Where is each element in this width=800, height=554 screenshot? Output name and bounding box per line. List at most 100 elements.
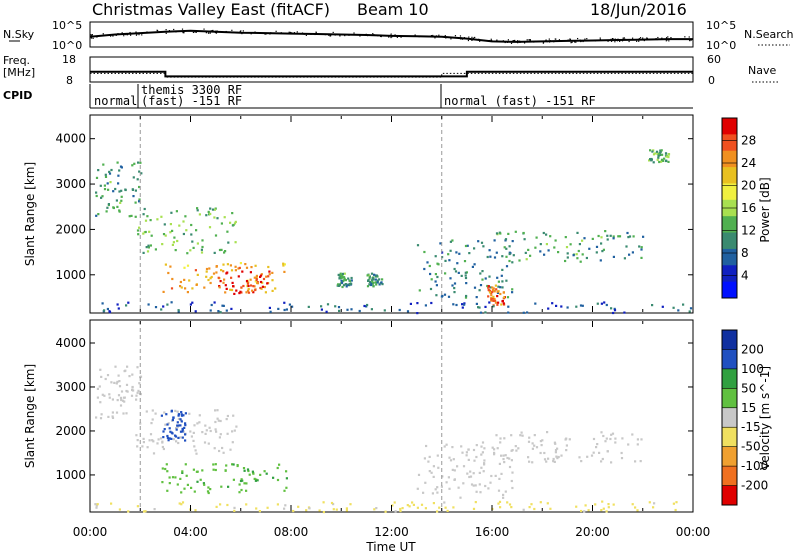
heatmap-cell xyxy=(259,280,263,284)
heatmap-cell xyxy=(453,287,456,290)
heatmap-cell xyxy=(191,301,194,304)
heatmap-cell xyxy=(254,264,257,267)
heatmap-cell xyxy=(232,223,235,227)
nsky-point xyxy=(291,32,293,34)
heatmap-cell xyxy=(233,222,237,225)
heatmap-cell xyxy=(176,425,179,429)
heatmap-cell xyxy=(578,456,581,459)
heatmap-cell xyxy=(233,506,236,509)
nsky-point xyxy=(192,31,195,34)
heatmap-cell xyxy=(130,394,134,397)
heatmap-cell xyxy=(434,488,437,491)
heatmap-cell xyxy=(239,479,243,483)
heatmap-cell xyxy=(170,301,173,304)
heatmap-cell xyxy=(132,176,135,179)
heatmap-cell xyxy=(653,502,656,505)
nsky-point xyxy=(270,32,272,34)
heatmap-cell xyxy=(213,447,216,450)
heatmap-cell xyxy=(174,249,177,252)
heatmap-cell xyxy=(667,160,670,163)
heatmap-cell xyxy=(422,491,425,494)
heatmap-cell xyxy=(535,236,538,239)
heatmap-cell xyxy=(137,233,140,236)
heatmap-cell xyxy=(505,247,508,250)
heatmap-cell xyxy=(255,276,258,279)
heatmap-cell xyxy=(178,502,181,505)
nsky-point xyxy=(413,35,415,37)
heatmap-cell xyxy=(180,414,184,417)
freq-label: Freq. xyxy=(3,54,30,67)
heatmap-cell xyxy=(431,492,434,495)
heatmap-cell xyxy=(203,441,207,444)
heatmap-cell xyxy=(551,302,554,305)
heatmap-cell xyxy=(543,451,546,455)
heatmap-cell xyxy=(99,401,102,404)
heatmap-cell xyxy=(175,440,178,443)
nsky-point xyxy=(688,39,691,41)
heatmap-cell xyxy=(208,226,212,229)
heatmap-cell xyxy=(473,459,476,462)
heatmap-cell xyxy=(566,306,569,309)
nave-tick-low: 0 xyxy=(708,74,715,87)
heatmap-cell xyxy=(436,491,439,494)
heatmap-cell xyxy=(223,251,226,254)
heatmap-cell xyxy=(502,291,505,294)
heatmap-cell xyxy=(604,230,607,233)
heatmap-cell xyxy=(243,469,246,472)
nsky-point xyxy=(545,40,547,42)
heatmap-cell xyxy=(186,291,189,294)
heatmap-cell xyxy=(263,470,266,473)
heatmap-cell xyxy=(318,509,321,512)
nsky-point xyxy=(642,37,644,39)
heatmap-cell xyxy=(656,152,659,156)
heatmap-cell xyxy=(475,490,478,493)
heatmap-cell xyxy=(449,249,452,252)
heatmap-cell xyxy=(652,153,656,156)
heatmap-cell xyxy=(218,285,221,288)
heatmap-cell xyxy=(145,410,148,413)
heatmap-cell xyxy=(506,456,509,460)
heatmap-cell xyxy=(135,434,138,437)
heatmap-cell xyxy=(464,274,467,277)
heatmap-cell xyxy=(497,489,501,492)
heatmap-cell xyxy=(497,285,500,288)
heatmap-cell xyxy=(96,396,99,399)
nsky-point xyxy=(231,29,233,31)
heatmap-cell xyxy=(467,458,470,461)
nsky-point xyxy=(211,30,214,32)
heatmap-cell xyxy=(99,184,102,187)
nsky-point xyxy=(264,33,266,35)
heatmap-cell xyxy=(181,470,184,473)
heatmap-cell xyxy=(138,382,141,385)
heatmap-cell xyxy=(135,394,138,397)
nsky-point xyxy=(373,34,375,36)
heatmap-cell xyxy=(225,287,228,290)
heatmap-cell xyxy=(119,404,123,407)
heatmap-cell xyxy=(432,465,435,468)
nsky-point xyxy=(126,34,129,36)
heatmap-cell xyxy=(226,263,229,266)
heatmap-cell xyxy=(101,393,104,396)
nsky-point xyxy=(623,37,625,39)
heatmap-cell xyxy=(496,290,499,293)
nsky-point xyxy=(666,39,669,41)
heatmap-cell xyxy=(564,236,567,239)
heatmap-cell xyxy=(109,181,112,184)
heatmap-cell xyxy=(638,245,641,248)
heatmap-cell xyxy=(368,275,371,278)
heatmap-cell xyxy=(166,434,169,438)
heatmap-cell xyxy=(107,203,110,206)
heatmap-cell xyxy=(222,281,225,284)
heatmap-cell xyxy=(503,461,506,464)
heatmap-cell xyxy=(246,468,250,471)
heatmap-cell xyxy=(227,485,230,488)
nsky-point xyxy=(380,35,382,38)
heatmap-cell xyxy=(587,509,590,512)
nsky-label: N.Sky xyxy=(3,28,35,41)
heatmap-cell xyxy=(120,195,123,198)
nsky-point xyxy=(400,36,402,38)
nsky-point xyxy=(569,38,571,40)
heatmap-cell xyxy=(581,253,584,256)
heatmap-cell xyxy=(507,232,510,235)
heatmap-cell xyxy=(156,218,159,221)
